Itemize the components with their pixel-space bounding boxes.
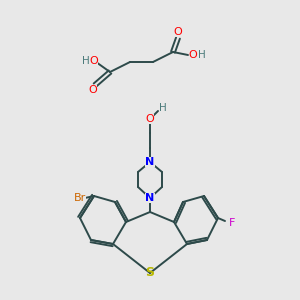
Text: H: H — [159, 103, 167, 113]
Text: Br: Br — [74, 193, 86, 203]
Text: O: O — [90, 56, 98, 66]
Text: O: O — [189, 50, 197, 60]
Text: O: O — [174, 27, 182, 37]
Text: H: H — [82, 56, 90, 66]
Text: O: O — [146, 114, 154, 124]
Text: H: H — [198, 50, 206, 60]
Text: S: S — [146, 266, 154, 280]
Text: O: O — [88, 85, 98, 95]
Text: N: N — [146, 157, 154, 167]
Text: N: N — [146, 193, 154, 203]
Text: F: F — [229, 218, 235, 228]
